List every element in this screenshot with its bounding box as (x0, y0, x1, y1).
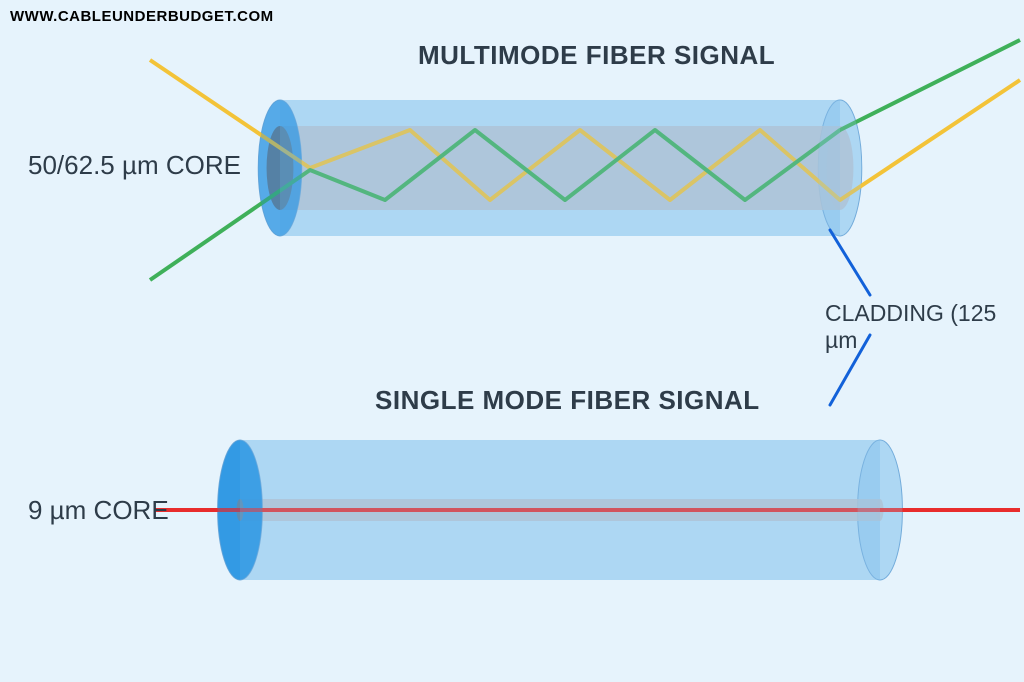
cladding-label: CLADDING (125 µm (825, 300, 1024, 354)
diagram-canvas: WWW.CABLEUNDERBUDGET.COM MULTIMODE FIBER… (0, 0, 1024, 682)
multimode-title: MULTIMODE FIBER SIGNAL (418, 40, 775, 71)
singlemode-fiber-overlay (218, 440, 903, 580)
watermark-text: WWW.CABLEUNDERBUDGET.COM (10, 8, 274, 25)
multimode-fiber-overlay (258, 100, 862, 236)
singlemode-title: SINGLE MODE FIBER SIGNAL (375, 385, 760, 416)
multimode-core-label: 50/62.5 µm CORE (28, 150, 241, 181)
singlemode-core-label: 9 µm CORE (28, 495, 169, 526)
